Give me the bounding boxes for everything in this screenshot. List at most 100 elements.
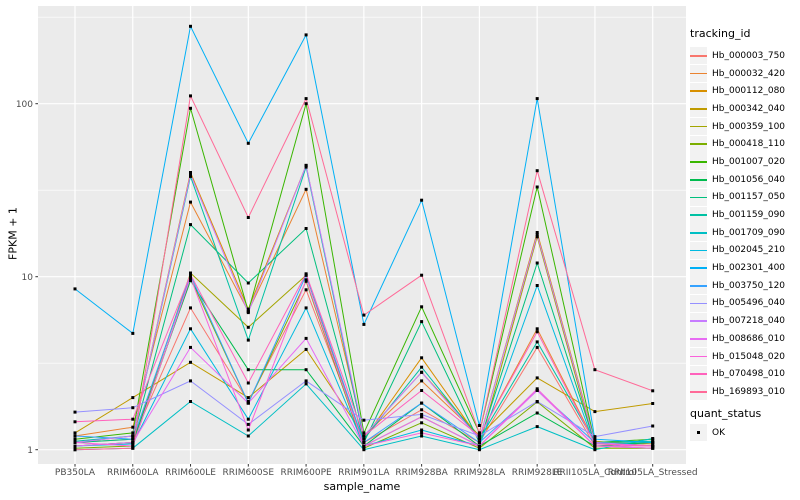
data-point (362, 437, 366, 441)
data-point (535, 284, 539, 287)
data-point (304, 187, 308, 191)
data-point (189, 379, 192, 383)
legend-label: Hb_001709_090 (712, 227, 786, 238)
legend-line-swatch (690, 284, 707, 287)
data-point (73, 431, 77, 435)
data-point (362, 444, 366, 448)
data-point (651, 446, 655, 450)
x-tick-label: RRIM928LA (454, 468, 506, 478)
data-point (73, 448, 77, 452)
legend-key (690, 100, 707, 118)
legend-label: Hb_005496_040 (712, 298, 786, 309)
legend-key (690, 312, 707, 330)
data-point (477, 431, 481, 435)
data-point (304, 368, 308, 372)
legend-entries: Hb_000003_750 Hb_000032_420 Hb_000112_080 H… (690, 47, 800, 401)
data-point (189, 172, 192, 176)
x-tick-label: RRIM928BA (395, 468, 448, 478)
data-point (189, 171, 192, 174)
legend-line-swatch (690, 161, 707, 163)
x-tick-label: RRIM600LA (107, 468, 159, 478)
x-tick-label: PB350LA (55, 468, 96, 478)
legend-entry-Hb_005496_040: Hb_005496_040 (690, 294, 800, 313)
data-point (593, 444, 597, 448)
data-point (420, 415, 424, 419)
data-point (651, 424, 655, 428)
data-point (189, 327, 192, 331)
legend-key (690, 365, 707, 383)
legend-key (690, 171, 707, 189)
legend-title: tracking_id (690, 27, 751, 40)
legend-key (690, 294, 707, 312)
data-point (131, 431, 135, 435)
legend-label: Hb_002301_400 (712, 263, 786, 274)
data-point (131, 425, 135, 429)
data-point (535, 185, 539, 189)
legend-key (690, 47, 707, 65)
data-point (246, 401, 250, 405)
data-point (420, 408, 424, 412)
data-point (535, 425, 539, 429)
data-point (477, 424, 481, 427)
data-point (420, 365, 424, 369)
legend-line-swatch (690, 125, 707, 128)
data-point (535, 327, 539, 331)
x-tick-label: RRIM600SE (223, 468, 275, 478)
legend-key (690, 135, 707, 153)
legend-line-swatch (690, 267, 707, 269)
data-point (131, 331, 135, 335)
data-point (651, 441, 655, 444)
data-point (246, 141, 250, 145)
legend-entry-Hb_000003_750: Hb_000003_750 (690, 47, 800, 65)
black-square-marker-icon (696, 430, 701, 435)
data-point (593, 435, 597, 439)
data-point (131, 441, 135, 444)
legend-key (690, 224, 707, 242)
legend-line-swatch (690, 55, 707, 57)
data-point (304, 382, 308, 386)
data-point (131, 446, 135, 450)
legend-entry-Hb_000112_080: Hb_000112_080 (690, 82, 800, 100)
legend-line-swatch (690, 338, 707, 340)
data-point (593, 368, 597, 372)
legend-label: Hb_000342_040 (712, 103, 786, 114)
legend-line-swatch (690, 178, 707, 181)
data-point (420, 198, 424, 202)
legend-entry-Hb_015048_020: Hb_015048_020 (690, 348, 800, 366)
data-point (420, 273, 424, 277)
legend-key (690, 241, 707, 259)
data-point (362, 431, 366, 435)
data-point (304, 163, 308, 167)
data-point (189, 174, 192, 178)
data-point (189, 400, 192, 403)
data-point (246, 338, 250, 342)
legend-entry-Hb_007218_040: Hb_007218_040 (690, 312, 800, 330)
data-point (246, 325, 250, 329)
legend-label: Hb_002045_210 (712, 245, 786, 256)
data-point (73, 444, 77, 448)
data-point (420, 305, 424, 309)
legend-entry-Hb_001159_090: Hb_001159_090 (690, 206, 800, 224)
x-tick-label: RRII105LA_Control (553, 468, 636, 478)
data-point (420, 389, 424, 392)
data-point (189, 306, 192, 310)
data-point (420, 379, 424, 383)
legend-line-swatch (690, 373, 707, 376)
data-point (593, 448, 597, 452)
data-point (73, 410, 77, 414)
data-point (420, 421, 424, 425)
data-point (593, 437, 597, 441)
data-point (477, 448, 481, 452)
legend-entry-Hb_000418_110: Hb_000418_110 (690, 135, 800, 153)
data-point (535, 411, 539, 415)
legend-key (690, 65, 707, 83)
data-point (651, 402, 655, 405)
data-point (246, 400, 250, 403)
legend-entry-Hb_002301_400: Hb_002301_400 (690, 259, 800, 277)
data-point (246, 368, 250, 372)
legend-key (690, 118, 707, 136)
data-point (189, 200, 192, 204)
data-point (189, 273, 192, 276)
data-point (362, 441, 366, 444)
data-point (420, 401, 424, 405)
